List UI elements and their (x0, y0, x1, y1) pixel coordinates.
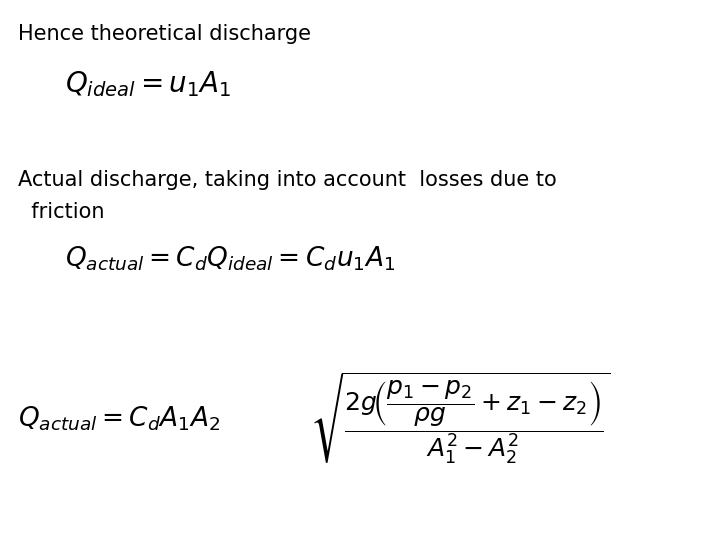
Text: $\mathit{Q}_{\mathit{actual}} = C_d \mathit{Q}_{\mathit{ideal}} = C_d \mathit{u}: $\mathit{Q}_{\mathit{actual}} = C_d \mat… (65, 245, 395, 273)
Text: $\mathit{Q}_{\mathit{ideal}} = \mathit{u}_1 A_1$: $\mathit{Q}_{\mathit{ideal}} = \mathit{u… (65, 69, 231, 99)
Text: $\mathit{Q}_{\mathit{actual}} = C_d A_1 A_2$: $\mathit{Q}_{\mathit{actual}} = C_d A_1 … (18, 404, 220, 433)
Text: friction: friction (18, 202, 104, 222)
Text: Hence theoretical discharge: Hence theoretical discharge (18, 24, 311, 44)
Text: $\sqrt{\dfrac{2g\!\left(\dfrac{p_1 - p_2}{\rho g} + z_1 - z_2\right)}{A_1^2 - A_: $\sqrt{\dfrac{2g\!\left(\dfrac{p_1 - p_2… (310, 370, 610, 467)
Text: Actual discharge, taking into account  losses due to: Actual discharge, taking into account lo… (18, 170, 557, 190)
